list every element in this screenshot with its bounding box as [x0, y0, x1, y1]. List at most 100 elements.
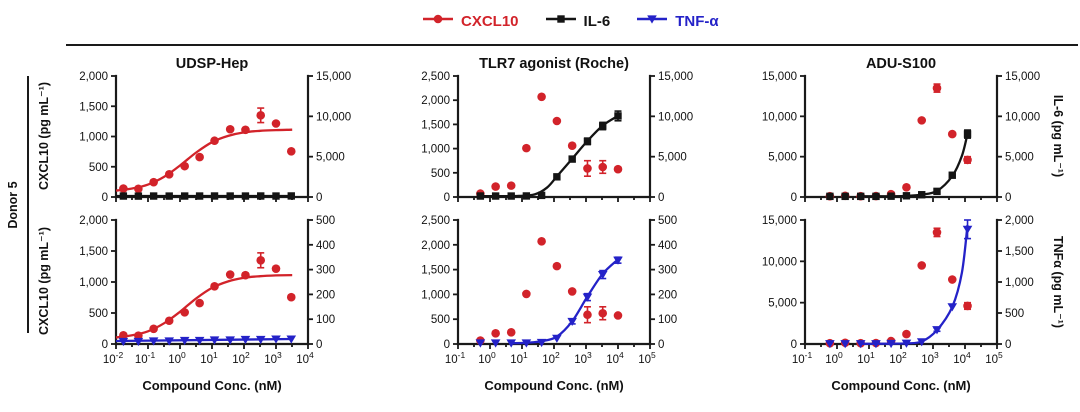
donor-label: Donor 5 [6, 181, 20, 229]
svg-text:0: 0 [444, 192, 450, 204]
svg-text:2,000: 2,000 [1005, 215, 1034, 227]
svg-text:101: 101 [857, 350, 875, 366]
svg-text:15,000: 15,000 [762, 71, 797, 83]
svg-text:5,000: 5,000 [658, 152, 687, 164]
svg-text:0: 0 [791, 339, 797, 351]
series-IL-6 [116, 192, 295, 200]
svg-text:15,000: 15,000 [316, 71, 351, 83]
legend: CXCL10 IL-6 TNF-α [422, 12, 719, 30]
svg-text:2,500: 2,500 [421, 71, 450, 83]
svg-text:2,000: 2,000 [79, 71, 108, 83]
series-CXCL10 [825, 83, 972, 201]
axes [456, 218, 652, 346]
legend-label-tnfa: TNF-α [675, 12, 719, 30]
svg-text:200: 200 [658, 289, 677, 301]
svg-text:100: 100 [168, 350, 186, 366]
svg-text:1,500: 1,500 [421, 119, 450, 131]
svg-text:104: 104 [296, 350, 314, 366]
series-CXCL10 [115, 252, 296, 340]
cxcl10-circle-marker-icon [422, 12, 454, 30]
svg-text:0: 0 [444, 339, 450, 351]
y-axis-tick-labels: 0 500 1,000 1,500 2,000 0 5,000 10,000 15,000 [79, 71, 351, 204]
svg-text:1,500: 1,500 [421, 265, 450, 277]
x-axis-ticks [804, 344, 998, 349]
svg-text:500: 500 [1005, 308, 1024, 320]
y-label-cxcl10-bottom: CXCL10 (pg mL⁻¹) [37, 227, 51, 335]
svg-text:100: 100 [658, 314, 677, 326]
y-label-tnfa-right: TNFα (pg mL⁻¹) [1051, 235, 1065, 329]
error-bar [614, 110, 622, 122]
error-bar [599, 269, 607, 280]
error-bar [614, 256, 622, 264]
plot-udsp-top: 0 500 1,000 1,500 2,000 0 5,000 10,000 15,000 [79, 71, 351, 204]
series-CXCL10 [825, 227, 972, 348]
series-TNF-α [825, 219, 973, 349]
legend-item-tnfa: TNF-α [636, 12, 719, 30]
error-bar [583, 137, 591, 146]
series-CXCL10 [115, 107, 296, 194]
tnfa-triangle-marker-icon [636, 12, 668, 30]
svg-text:300: 300 [316, 265, 335, 277]
y-axis-tick-labels: 0 5,000 10,000 15,000 0 5,000 10,000 15,000 [762, 71, 1040, 204]
error-bar [568, 155, 576, 163]
svg-text:100: 100 [478, 350, 496, 366]
svg-text:100: 100 [316, 314, 335, 326]
plot-adu-top: 0 5,000 10,000 15,000 0 5,000 10,000 15,000 [762, 71, 1040, 204]
svg-text:104: 104 [606, 350, 624, 366]
series-TNF-α [115, 335, 297, 347]
y-axis-ticks [453, 219, 655, 345]
svg-text:0: 0 [102, 192, 108, 204]
y-axis-tick-labels: 0 500 1,000 1,500 2,000 2,500 0 100 200 300 400 500 [421, 215, 677, 351]
svg-text:200: 200 [316, 289, 335, 301]
svg-text:103: 103 [574, 350, 592, 366]
svg-text:1,000: 1,000 [79, 132, 108, 144]
error-bar [964, 301, 972, 311]
svg-text:10,000: 10,000 [1005, 111, 1040, 123]
axes [114, 218, 310, 346]
svg-text:105: 105 [638, 350, 656, 366]
x-label-col1: Compound Conc. (nM) [142, 378, 282, 393]
svg-text:400: 400 [316, 240, 335, 252]
svg-text:1,500: 1,500 [79, 101, 108, 113]
y-axis-ticks [111, 219, 313, 345]
error-bar [257, 107, 265, 124]
svg-text:2,000: 2,000 [79, 215, 108, 227]
svg-text:10,000: 10,000 [316, 111, 351, 123]
svg-text:10,000: 10,000 [762, 256, 797, 268]
svg-text:15,000: 15,000 [658, 71, 693, 83]
svg-text:15,000: 15,000 [1005, 71, 1040, 83]
svg-text:300: 300 [658, 265, 677, 277]
svg-text:500: 500 [89, 162, 108, 174]
error-bar [964, 219, 972, 240]
svg-text:5,000: 5,000 [1005, 152, 1034, 164]
svg-text:10-1: 10-1 [135, 350, 156, 366]
svg-text:1,000: 1,000 [1005, 277, 1034, 289]
axes [803, 218, 999, 346]
error-bar [964, 129, 972, 139]
svg-text:101: 101 [510, 350, 528, 366]
error-bar [933, 227, 941, 238]
x-axis-ticks [457, 344, 651, 349]
svg-text:0: 0 [1005, 339, 1011, 351]
axes [803, 74, 999, 199]
svg-text:2,000: 2,000 [421, 95, 450, 107]
error-bar [964, 155, 972, 164]
svg-text:10-2: 10-2 [103, 350, 124, 366]
axes [114, 74, 310, 199]
x-label-col2: Compound Conc. (nM) [484, 378, 624, 393]
svg-text:1,000: 1,000 [421, 289, 450, 301]
series-CXCL10 [476, 237, 623, 345]
x-axis-tick-labels: 10-1 100 101 102 103 104 105 [445, 350, 656, 366]
x-label-col3: Compound Conc. (nM) [831, 378, 971, 393]
svg-text:5,000: 5,000 [316, 152, 345, 164]
y-axis-tick-labels: 0 500 1,000 1,500 2,000 2,500 0 5,000 10,000 15,0… [421, 71, 693, 204]
svg-text:10-1: 10-1 [792, 350, 813, 366]
svg-text:1,000: 1,000 [79, 277, 108, 289]
svg-text:10,000: 10,000 [762, 111, 797, 123]
svg-text:0: 0 [316, 339, 322, 351]
y-axis-ticks [111, 75, 313, 198]
x-axis-ticks [457, 197, 651, 202]
svg-text:5,000: 5,000 [768, 298, 797, 310]
svg-text:0: 0 [316, 192, 322, 204]
